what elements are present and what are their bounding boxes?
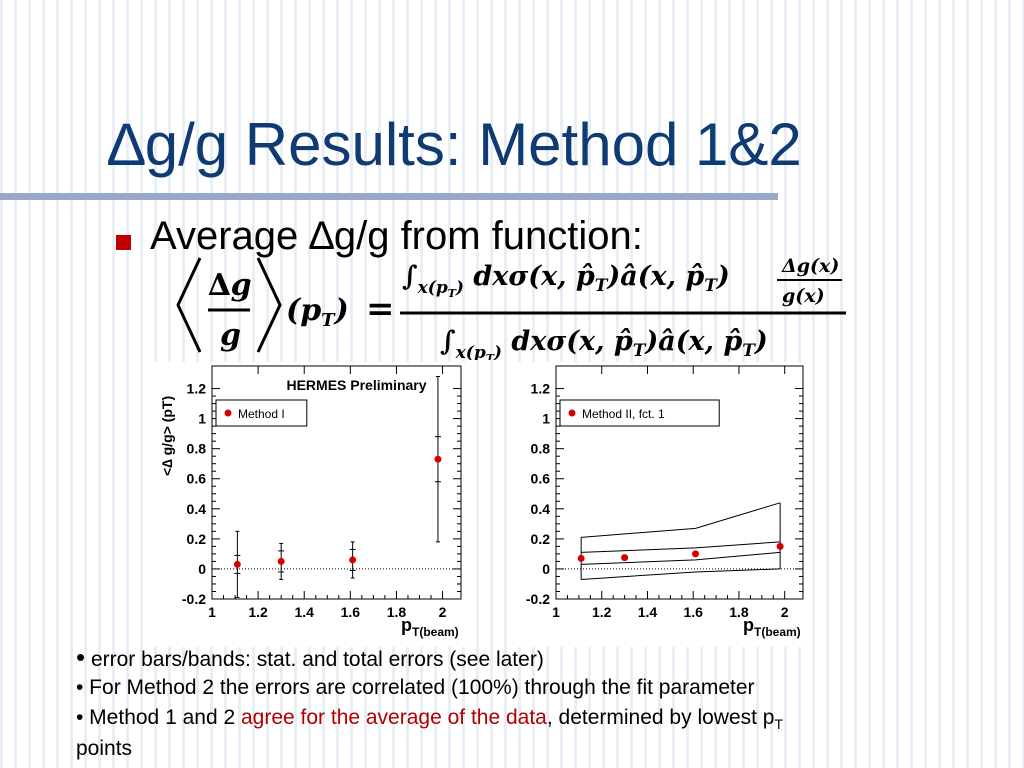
rhs-numerator: ∫x(pT) dxσ(x, p̂T)â(x, p̂T) <box>402 261 730 300</box>
y-tick-label: 0.6 <box>531 471 551 487</box>
y-tick-label: 1 <box>198 411 206 427</box>
x-axis-label: pT(beam) <box>743 615 801 639</box>
chart-method-1: -0.200.20.40.60.811.21 1.2 1.4 1.6 1.8 2pT(be… <box>150 362 475 647</box>
plot-frame <box>555 365 804 600</box>
note-agreement-b: , determined by lowest p <box>546 706 775 729</box>
data-point <box>233 560 241 568</box>
data-point <box>434 455 442 463</box>
average-formula: ∆g g (pT) = ∫x(pT) dxσ(x, p̂T)â(x, p̂T) … <box>176 255 846 360</box>
x-tick-label: 1.4 <box>638 604 658 620</box>
left-angle-bracket <box>176 257 202 353</box>
x-tick-label: 1.6 <box>341 604 361 620</box>
y-tick-label: 0.2 <box>531 531 551 547</box>
data-point <box>621 554 629 562</box>
chart-method-2: -0.200.20.40.60.811.21 1.2 1.4 1.6 1.8 2pT(be… <box>512 362 812 647</box>
x-tick-label: 2 <box>439 604 447 620</box>
y-tick-label: 0.6 <box>187 471 207 487</box>
y-tick-label: 0 <box>542 561 550 577</box>
plot-frame <box>211 365 462 600</box>
lhs-denominator: g <box>220 318 241 353</box>
x-tick-label: 2 <box>781 604 789 620</box>
y-tick-label: 1.2 <box>531 381 551 397</box>
legend-marker <box>224 409 232 417</box>
note-agreement-sub: T <box>774 716 784 733</box>
x-tick-label: 1.8 <box>387 604 407 620</box>
x-tick-label: 1.6 <box>683 604 703 620</box>
band-outer-upper <box>581 502 781 538</box>
title-underline <box>0 193 778 200</box>
x-tick-label: 1.2 <box>248 604 268 620</box>
y-tick-label: 1.2 <box>187 381 207 397</box>
legend-label: Method II, fct. 1 <box>582 407 665 421</box>
band-outer-lower <box>581 568 781 580</box>
y-tick-label: 0.4 <box>187 501 207 517</box>
note-errors-text: error bars/bands: stat. and total errors… <box>85 648 544 671</box>
band-inner-upper <box>581 541 781 553</box>
y-tick-label: -0.2 <box>182 591 206 607</box>
data-point <box>349 556 357 564</box>
x-axis-label-sub: T(beam) <box>412 625 459 639</box>
y-tick-label: 0.8 <box>531 441 551 457</box>
data-point <box>577 554 585 562</box>
legend-label: Method I <box>238 407 285 421</box>
note-agreement-a: • Method 1 and 2 <box>76 706 241 729</box>
y-tick-label: 0.8 <box>187 441 207 457</box>
chart-title: HERMES Preliminary <box>286 377 426 393</box>
right-angle-bracket <box>256 257 282 353</box>
y-tick-label: 0.2 <box>187 531 207 547</box>
y-tick-label: -0.2 <box>526 591 550 607</box>
x-axis-label-sub: T(beam) <box>754 625 801 639</box>
x-tick-label: 1 <box>552 604 560 620</box>
note-agreement: • Method 1 and 2 agree for the average o… <box>76 706 783 732</box>
x-tick-label: 1 <box>208 604 216 620</box>
slide-title: ∆g/g Results: Method 1&2 <box>108 111 802 178</box>
note-agreement-highlight: agree for the average of the data <box>240 706 547 729</box>
data-point <box>776 542 784 550</box>
data-point <box>277 557 285 565</box>
data-point <box>692 550 700 558</box>
note-correlated: • For Method 2 the errors are correlated… <box>76 676 755 699</box>
x-axis-label: pT(beam) <box>401 615 459 639</box>
band-inner-lower <box>581 551 781 565</box>
y-tick-label: 0 <box>198 561 206 577</box>
legend-box <box>559 399 720 427</box>
bullet-square-icon <box>116 235 131 250</box>
note-errors-bullet: • <box>76 642 86 672</box>
y-tick-label: 1 <box>542 411 550 427</box>
note-points: points <box>76 737 133 760</box>
note-errors: • error bars/bands: stat. and total erro… <box>76 642 544 673</box>
main-bullet-text: Average ∆g/g from function: <box>150 214 643 258</box>
lhs-argument: (pT) <box>286 293 349 331</box>
frac-numerator: Δg(x) <box>781 255 839 277</box>
frac-denominator: g(x) <box>782 285 825 307</box>
x-axis-label-p: p <box>743 615 754 635</box>
y-tick-label: 0.4 <box>531 501 551 517</box>
legend-marker <box>568 409 576 417</box>
x-tick-label: 1.8 <box>729 604 749 620</box>
lhs-numerator: ∆g <box>208 268 252 303</box>
x-axis-label-p: p <box>401 615 412 635</box>
equals-sign: = <box>366 289 395 329</box>
x-tick-label: 1.4 <box>294 604 314 620</box>
rhs-denominator: ∫x(pT) dxσ(x, p̂T)â(x, p̂T) <box>440 326 768 360</box>
x-tick-label: 1.2 <box>592 604 612 620</box>
y-axis-label: <∆ g/g> (pT) <box>159 396 175 476</box>
